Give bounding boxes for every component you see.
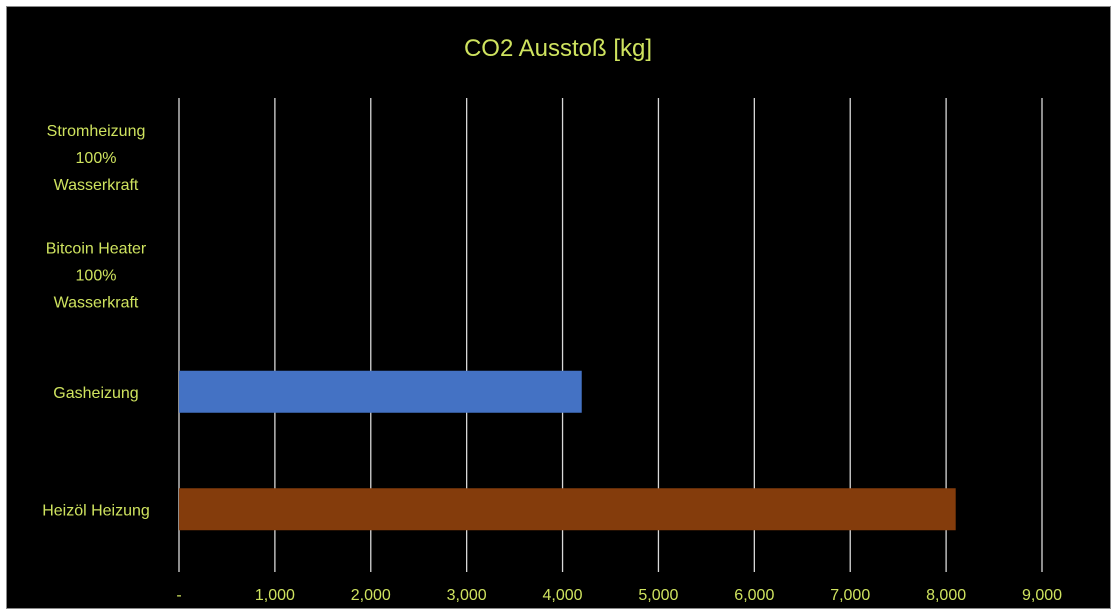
bars: [179, 370, 956, 531]
bar: [179, 488, 956, 531]
x-tick-label: 8,000: [926, 587, 966, 604]
x-tick-label: 6,000: [734, 587, 774, 604]
category-labels: Stromheizung 100% Wasserkraft Bitcoin Heate…: [42, 123, 150, 520]
x-tick-label: 3,000: [447, 587, 487, 604]
category-label: Stromheizung 100% Wasserkraft: [47, 123, 146, 194]
x-tick-label: -: [176, 587, 181, 604]
x-tick-label: 5,000: [638, 587, 678, 604]
x-tick-label: 1,000: [255, 587, 295, 604]
category-label: Bitcoin Heater 100% Wasserkraft: [46, 240, 147, 311]
chart-title: CO2 Ausstoß [kg]: [464, 35, 652, 62]
bar: [179, 370, 582, 413]
x-tick-label: 9,000: [1022, 587, 1062, 604]
category-label: Heizöl Heizung: [42, 502, 150, 519]
x-tick-label: 7,000: [830, 587, 870, 604]
tick-labels: - 1,000 2,000 3,000 4,000 5,000 6,000 7,000 8,00…: [176, 587, 1062, 604]
category-label: Gasheizung: [53, 385, 138, 402]
x-tick-label: 4,000: [543, 587, 583, 604]
x-tick-label: 2,000: [351, 587, 391, 604]
